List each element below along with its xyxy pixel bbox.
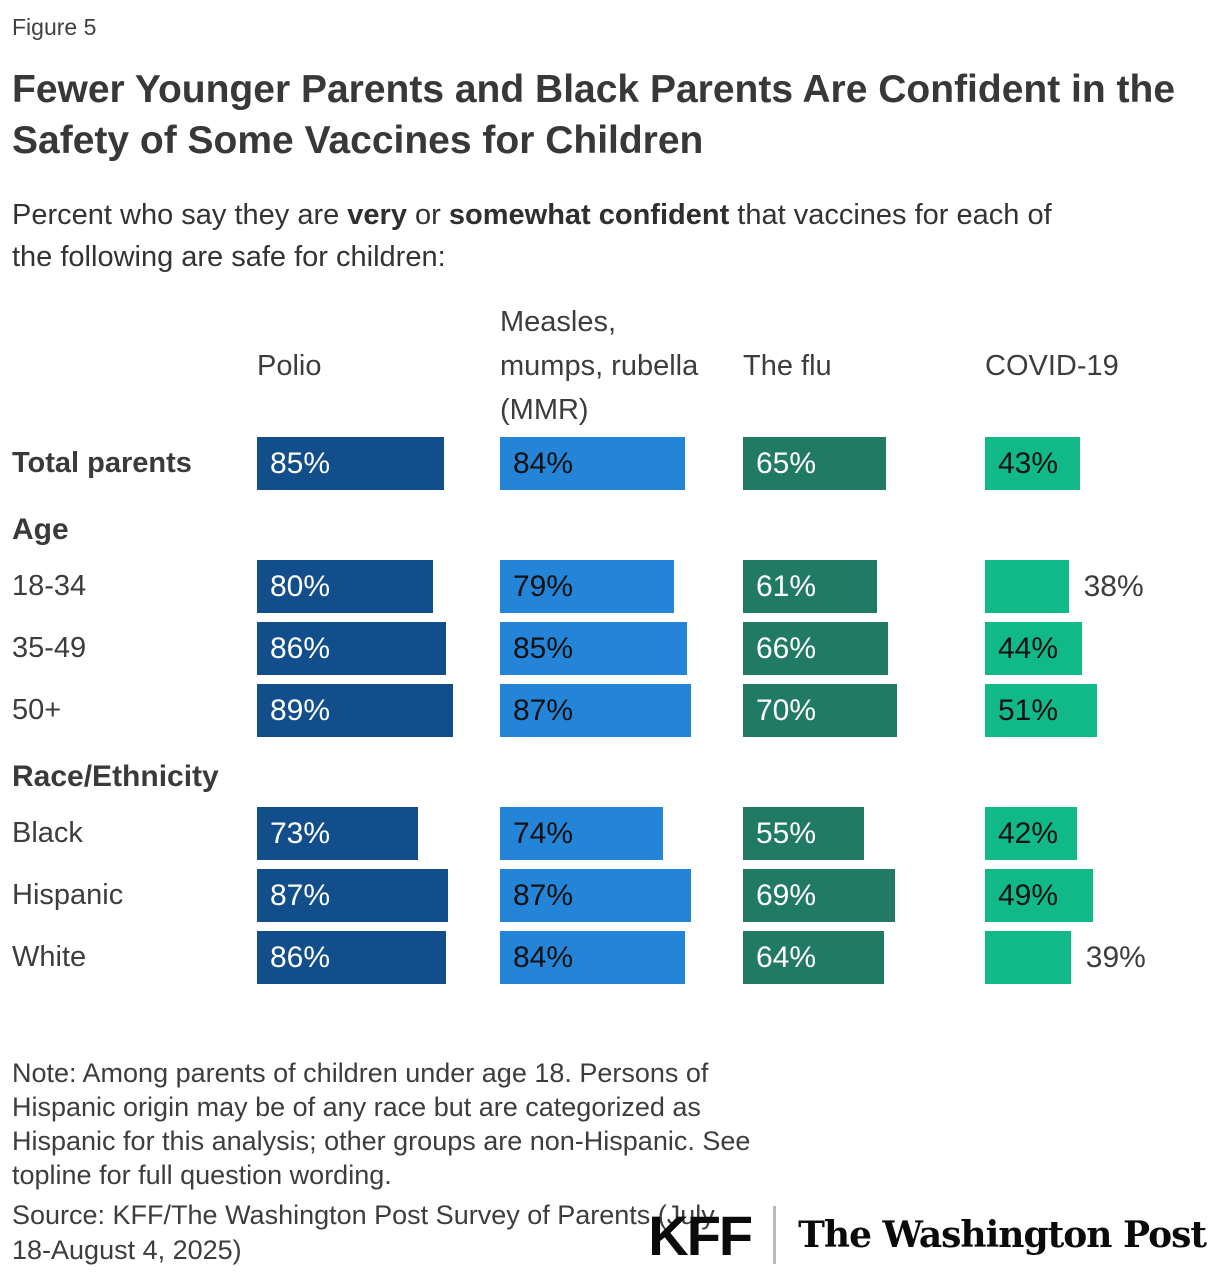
bar-value-label: 85% [270,447,331,480]
bar-value-label: 55% [756,817,817,850]
section-label: Race/Ethnicity [12,759,219,793]
bar: 61% [743,560,878,613]
column-header-flu: The flu [743,350,832,382]
logo-divider [773,1206,777,1264]
section-row: Race/Ethnicity [12,746,1208,807]
subtitle-text-line2: the following are safe for children: [12,241,446,273]
bar: 86% [257,622,447,675]
row-label: Total parents [12,447,192,479]
bar-value-label: 86% [270,941,331,974]
bar-value-label: 89% [270,694,331,727]
chart-row: Hispanic 87% 87% 69% 49% [12,869,1208,922]
chart-row: 35-49 86% 85% 66% 44% [12,622,1208,675]
bar-value-label: 43% [998,447,1059,480]
bar: 70% [743,684,897,737]
section-label: Age [12,512,69,546]
bar: 80% [257,560,433,613]
chart-row: Total parents 85% 84% 65% 43% [12,437,1208,490]
bar: 73% [257,807,418,860]
bar: 79% [500,560,674,613]
section-row: Age [12,499,1208,560]
bar: 43% [985,437,1080,490]
bar: 55% [743,807,864,860]
row-label: 50+ [12,694,62,726]
bar: 66% [743,622,889,675]
bar-value-label: 86% [270,632,331,665]
bar: 44% [985,622,1082,675]
bar: 87% [257,869,449,922]
row-label: 18-34 [12,570,87,602]
bar-value-label: 66% [756,632,817,665]
kff-logo: KFF [648,1203,753,1267]
chart-row: White 86% 84% 64% 39% [12,931,1208,984]
subtitle-text: Percent who say they are [12,199,348,231]
row-label: White [12,941,87,973]
bar: 69% [743,869,895,922]
bar: 84% [500,437,685,490]
chart-subtitle: Percent who say they are very or somewha… [12,194,1212,278]
bar-value-label: 42% [998,817,1059,850]
column-header-mmr: Measles, mumps, rubella (MMR) [500,306,699,426]
bar-value-label: 44% [998,632,1059,665]
bar: 86% [257,931,447,984]
bar: 74% [500,807,663,860]
bar-value-label: 38% [1083,570,1144,603]
bar: 84% [500,931,685,984]
bar: 85% [500,622,687,675]
chart-rows: Total parents 85% 84% 65% 43% Age 18-34 80%… [12,437,1208,993]
bar-value-label: 61% [756,570,817,603]
bar: 49% [985,869,1093,922]
column-header-polio: Polio [257,350,322,382]
bar-value-label: 51% [998,694,1059,727]
row-label: Hispanic [12,879,124,911]
bar-value-label: 74% [513,817,574,850]
bar-value-label: 87% [513,694,574,727]
subtitle-bold-somewhat-confident: somewhat confident [448,199,730,231]
bar-value-label: 70% [756,694,817,727]
bar: 85% [257,437,444,490]
bar-value-label: 84% [513,941,574,974]
bar-value-label: 73% [270,817,331,850]
bar-value-label: 85% [513,632,574,665]
chart-row: Black 73% 74% 55% 42% [12,807,1208,860]
washington-post-logo: The Washington Post [798,1214,1207,1256]
chart-row: 18-34 80% 79% 61% 38% [12,560,1208,613]
bar-value-label: 69% [756,879,817,912]
column-header-covid19: COVID-19 [985,350,1119,382]
source-text: Source: KFF/The Washington Post Survey o… [12,1200,715,1265]
chart-row: 50+ 89% 87% 70% 51% [12,684,1208,737]
bar: 65% [743,437,886,490]
bar-value-label: 84% [513,447,574,480]
bar: 87% [500,684,692,737]
note-text: Note: Among parents of children under ag… [12,1058,751,1190]
subtitle-bold-very: very [347,199,407,231]
bar: 39% [985,931,1146,984]
chart-title: Fewer Younger Parents and Black Parents … [12,68,1176,162]
bar: 38% [985,560,1144,613]
bar: 64% [743,931,884,984]
bar: 87% [500,869,692,922]
bar-value-label: 64% [756,941,817,974]
bar-value-label: 80% [270,570,331,603]
subtitle-text: that vaccines for each of [729,199,1052,231]
bar-value-label: 87% [270,879,331,912]
bar-value-label: 49% [998,879,1059,912]
subtitle-text: or [406,199,449,231]
bar-value-label: 87% [513,879,574,912]
footer-logos: KFF The Washington Post [648,1202,1207,1268]
bar-chart: Polio Measles, mumps, rubella (MMR) The … [12,290,1208,996]
row-label: 35-49 [12,632,87,664]
row-label: Black [12,817,83,849]
bar: 89% [257,684,453,737]
bar: 51% [985,684,1098,737]
bar-value-label: 79% [513,570,574,603]
bar: 42% [985,807,1078,860]
bar-value-label: 39% [1085,941,1146,974]
bar-value-label: 65% [756,447,817,480]
figure-label: Figure 5 [12,14,97,40]
